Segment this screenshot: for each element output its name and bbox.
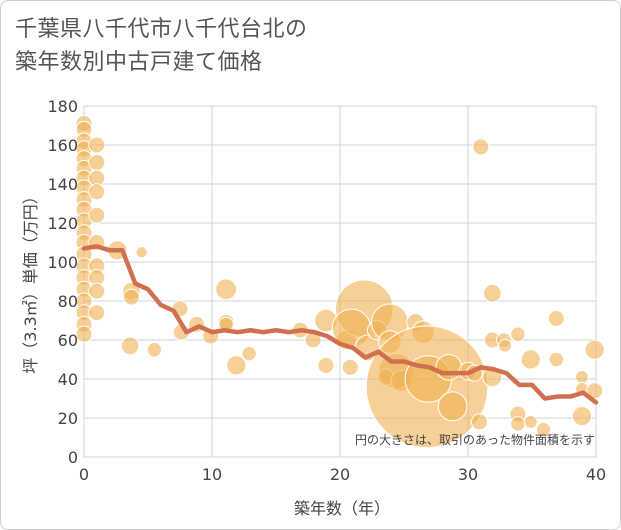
data-bubble (88, 206, 106, 224)
y-tick-label: 0 (68, 448, 78, 467)
data-bubble (317, 356, 335, 374)
y-tick-label: 140 (47, 175, 78, 194)
data-bubble (498, 338, 513, 353)
y-tick-label: 180 (47, 97, 78, 116)
trend-line-group (81, 244, 599, 405)
y-tick-labels: 0 20 40 60 80 100 120 140 160 180 (47, 97, 78, 467)
data-bubble (88, 183, 106, 201)
data-bubble (88, 136, 106, 154)
bubble-size-note: 円の大きさは、取引のあった物件面積を示す (355, 432, 595, 447)
data-bubble (510, 326, 526, 342)
x-tick-label: 20 (330, 465, 350, 484)
data-bubble (215, 278, 237, 301)
y-tick-label: 40 (58, 370, 78, 389)
x-tick-label: 40 (586, 465, 606, 484)
data-bubble (547, 310, 565, 328)
data-bubble (535, 422, 552, 438)
trend-line (81, 244, 599, 405)
y-tick-label: 120 (47, 214, 78, 233)
chart-title-line-1: 千葉県八千代市八千代台北の (15, 17, 308, 42)
y-tick-label: 80 (58, 292, 78, 311)
y-tick-label: 100 (47, 253, 78, 272)
data-bubble (88, 304, 106, 322)
data-bubble (241, 345, 257, 362)
data-bubble (75, 325, 93, 343)
chart-title: 千葉県八千代市八千代台北の 築年数別中古戸建て価格 (15, 13, 308, 79)
data-bubble (571, 405, 593, 427)
data-bubble (135, 246, 148, 259)
x-axis-label: 築年数（年） (294, 499, 390, 518)
data-bubble (520, 349, 541, 370)
chart-title-line-2: 築年数別中古戸建て価格 (15, 50, 263, 75)
x-tick-label: 0 (79, 465, 89, 484)
y-tick-label: 20 (58, 409, 78, 428)
data-bubble (483, 283, 502, 303)
y-tick-label: 160 (47, 136, 78, 155)
data-bubble (122, 288, 140, 306)
grid-lines (83, 105, 597, 458)
data-bubble (88, 282, 106, 300)
data-bubble (437, 391, 468, 422)
data-bubble (88, 154, 106, 172)
data-bubble (584, 339, 605, 360)
data-bubble (471, 413, 489, 431)
data-bubble (575, 370, 589, 384)
data-bubble (120, 336, 140, 356)
data-bubble (226, 355, 247, 376)
data-bubble (510, 416, 526, 432)
x-tick-labels: 0 10 20 30 40 (79, 465, 606, 484)
data-bubble (548, 351, 565, 368)
y-axis-label: 坪（3.3㎡）単価（万円） (21, 188, 40, 373)
data-bubble (523, 415, 538, 429)
x-tick-label: 30 (458, 465, 478, 484)
data-bubble (341, 358, 359, 376)
data-bubble (146, 342, 163, 358)
data-bubble (472, 138, 490, 156)
x-tick-label: 10 (202, 465, 222, 484)
y-tick-label: 60 (58, 331, 78, 350)
data-bubble (435, 354, 463, 381)
